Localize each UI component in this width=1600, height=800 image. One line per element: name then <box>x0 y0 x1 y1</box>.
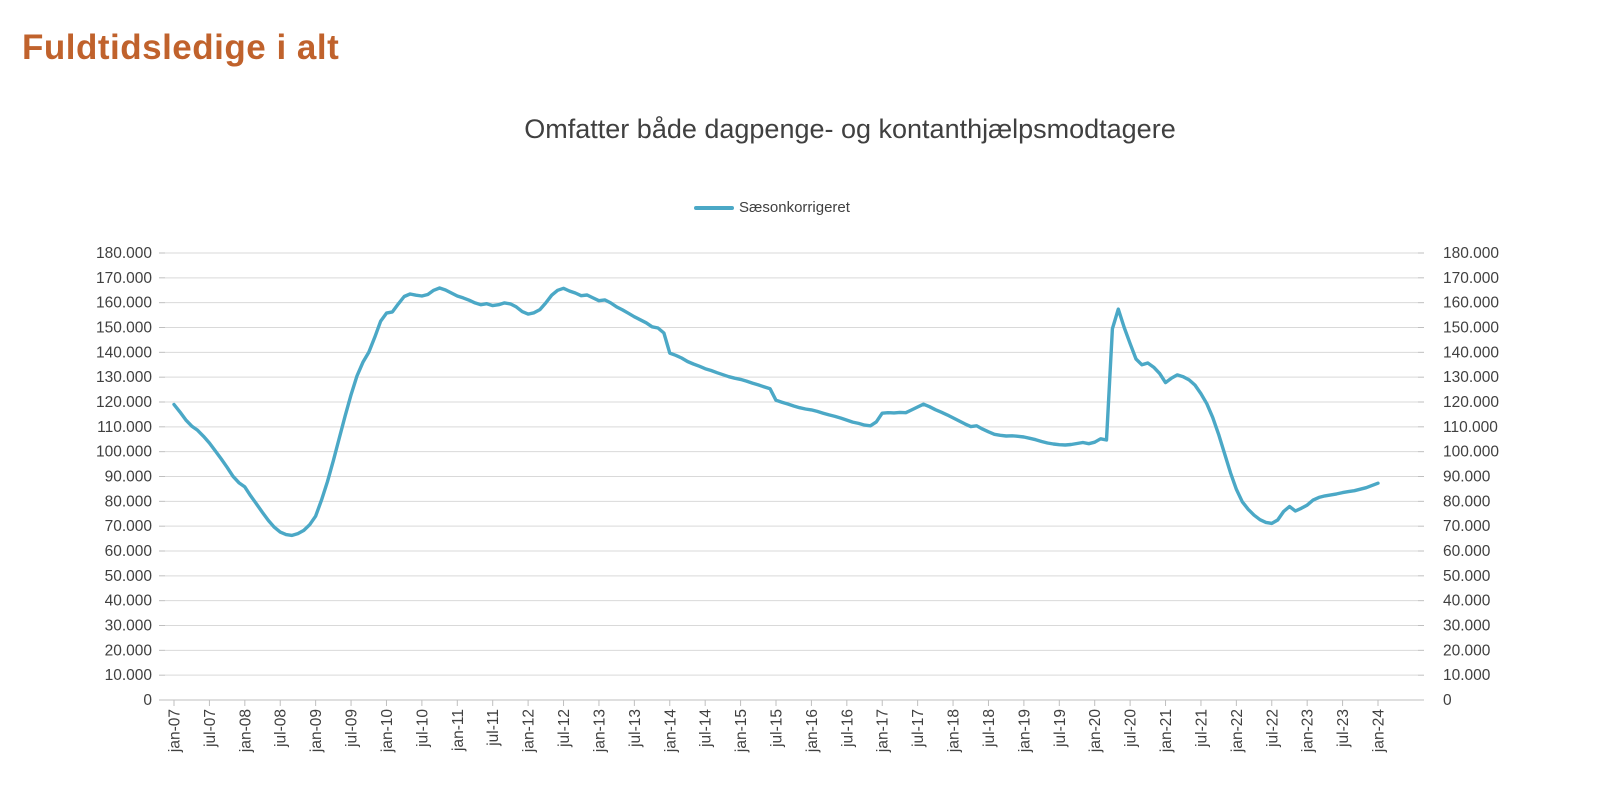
x-axis-label: jul-21 <box>1193 709 1210 748</box>
x-axis-label: jan-15 <box>733 709 750 753</box>
x-axis-label: jan-22 <box>1229 709 1246 753</box>
y-axis-label-right: 10.000 <box>1443 667 1491 684</box>
x-axis-label: jul-22 <box>1264 709 1281 748</box>
y-axis-label-left: 120.000 <box>96 394 152 411</box>
x-axis-label: jul-08 <box>273 709 290 748</box>
x-axis-label: jan-20 <box>1087 709 1104 753</box>
y-axis-label-right: 160.000 <box>1443 295 1499 312</box>
y-axis-label-left: 80.000 <box>105 493 153 510</box>
x-axis-label: jan-12 <box>521 709 538 753</box>
x-axis-label: jan-18 <box>946 709 963 753</box>
legend-line-marker <box>694 205 735 210</box>
y-axis-label-left: 40.000 <box>105 593 153 610</box>
y-axis-label-right: 180.000 <box>1443 245 1499 262</box>
y-axis-label-right: 140.000 <box>1443 344 1499 361</box>
legend-label: Sæsonkorrigeret <box>739 199 850 216</box>
x-axis-label: jul-19 <box>1052 709 1069 748</box>
y-axis-label-left: 110.000 <box>97 419 152 436</box>
x-axis-label: jul-16 <box>839 709 856 748</box>
y-axis-label-right: 170.000 <box>1443 270 1499 287</box>
x-axis-label: jan-16 <box>804 709 821 753</box>
y-axis-label-left: 100.000 <box>96 444 152 461</box>
page-title: Fuldtidsledige i alt <box>22 28 340 67</box>
x-axis-label: jan-21 <box>1158 709 1175 753</box>
x-axis-label: jul-07 <box>202 709 219 748</box>
y-axis-label-right: 120.000 <box>1443 394 1499 411</box>
x-axis-label: jan-14 <box>662 709 679 753</box>
x-axis-label: jan-23 <box>1300 709 1317 753</box>
x-axis-label: jan-17 <box>875 709 892 753</box>
y-axis-label-right: 100.000 <box>1443 444 1499 461</box>
y-axis-label-left: 160.000 <box>96 295 152 312</box>
y-axis-label-right: 110.000 <box>1443 419 1498 436</box>
chart-title: Omfatter både dagpenge- og kontanthjælps… <box>524 114 1176 144</box>
series-line-saesonkorrigeret <box>172 286 1380 538</box>
x-axis-label: jul-18 <box>981 709 998 748</box>
y-axis-label-left: 60.000 <box>105 543 153 560</box>
y-axis-label-left: 20.000 <box>105 642 153 659</box>
y-axis-label-left: 90.000 <box>105 469 153 486</box>
y-axis-label-left: 150.000 <box>96 320 152 337</box>
x-axis-label: jul-11 <box>485 709 502 747</box>
y-axis-label-left: 170.000 <box>96 270 152 287</box>
x-axis-label: jul-17 <box>910 709 927 748</box>
x-axis-label: jan-11 <box>450 709 467 752</box>
y-axis-label-right: 130.000 <box>1443 369 1499 386</box>
x-axis-label: jan-19 <box>1016 709 1033 753</box>
x-axis-label: jul-14 <box>698 709 715 748</box>
y-axis-label-right: 60.000 <box>1443 543 1491 560</box>
x-axis-label: jul-13 <box>627 709 644 748</box>
y-axis-label-right: 150.000 <box>1443 320 1499 337</box>
y-axis-label-right: 40.000 <box>1443 593 1491 610</box>
y-axis-label-left: 140.000 <box>96 344 152 361</box>
y-axis-label-right: 20.000 <box>1443 642 1491 659</box>
x-axis-label: jul-20 <box>1123 709 1140 748</box>
y-axis-label-left: 0 <box>143 692 152 709</box>
x-axis-label: jul-15 <box>769 709 786 748</box>
x-axis-label: jan-13 <box>591 709 608 753</box>
y-axis-label-right: 50.000 <box>1443 568 1491 585</box>
legend: Sæsonkorrigeret <box>0 199 1544 216</box>
y-axis-label-left: 10.000 <box>105 667 153 684</box>
y-axis-label-left: 30.000 <box>105 618 153 635</box>
y-axis-label-left: 70.000 <box>105 518 153 535</box>
x-axis-label: jan-08 <box>237 709 254 753</box>
x-axis-label: jan-24 <box>1371 709 1388 753</box>
y-axis-label-right: 70.000 <box>1443 518 1491 535</box>
x-axis-label: jul-10 <box>414 709 431 748</box>
x-axis-label: jul-23 <box>1335 709 1352 748</box>
x-axis-label: jan-09 <box>308 709 325 753</box>
y-axis-label-right: 90.000 <box>1443 469 1491 486</box>
x-axis-label: jan-10 <box>379 709 396 753</box>
x-axis-label: jan-07 <box>167 709 184 753</box>
y-axis-label-right: 0 <box>1443 692 1452 709</box>
y-axis-label-left: 50.000 <box>105 568 153 585</box>
x-axis-label: jul-12 <box>556 709 573 748</box>
x-axis-label: jul-09 <box>344 709 361 748</box>
y-axis-label-left: 180.000 <box>96 245 152 262</box>
y-axis-label-left: 130.000 <box>96 369 152 386</box>
y-axis-label-right: 30.000 <box>1443 618 1491 635</box>
y-axis-label-right: 80.000 <box>1443 493 1491 510</box>
